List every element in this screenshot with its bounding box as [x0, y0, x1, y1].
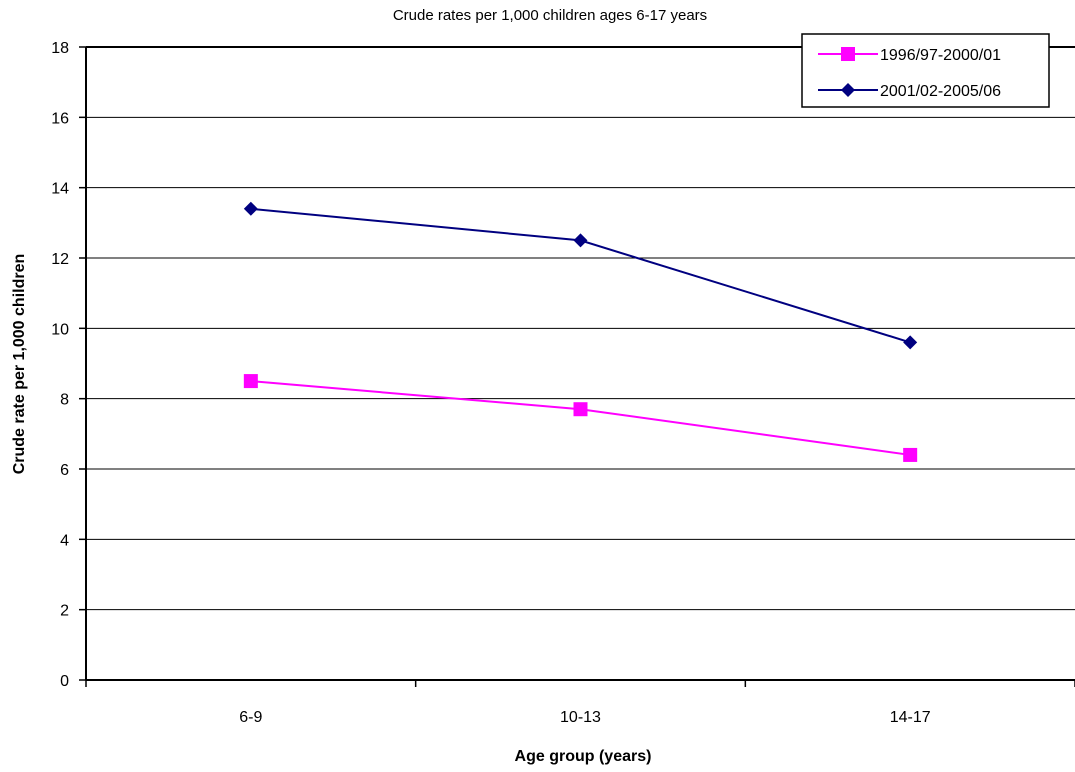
axes — [85, 46, 1075, 681]
data-point — [573, 233, 588, 248]
legend-item: 2001/02-2005/06 — [818, 83, 1001, 100]
y-tick-label: 16 — [51, 110, 69, 127]
data-point — [243, 374, 258, 389]
y-axis-title: Crude rate per 1,000 children — [11, 254, 28, 475]
x-tick-label: 14-17 — [890, 709, 931, 726]
y-tick-label: 8 — [60, 392, 69, 409]
legend-marker — [841, 83, 855, 97]
data-point — [243, 201, 258, 216]
data-point — [573, 402, 588, 417]
y-tick-label: 0 — [60, 673, 69, 690]
x-tick-label: 6-9 — [239, 709, 262, 726]
y-tick-label: 18 — [51, 40, 69, 57]
gridlines — [79, 46, 1075, 681]
series-line — [250, 207, 911, 344]
legend-marker — [841, 47, 855, 61]
y-tick-label: 2 — [60, 603, 69, 620]
legend-label: 1996/97-2000/01 — [880, 47, 1001, 64]
series-2 — [243, 201, 918, 350]
y-tick-label: 4 — [60, 532, 69, 549]
data-point — [903, 447, 918, 462]
legend-label: 2001/02-2005/06 — [880, 83, 1001, 100]
chart-title: Crude rates per 1,000 children ages 6-17… — [393, 7, 707, 24]
y-tick-label: 12 — [51, 251, 69, 268]
x-tick-label: 10-13 — [560, 709, 601, 726]
legend: 1996/97-2000/01 2001/02-2005/06 — [801, 33, 1050, 108]
y-tick-label: 10 — [51, 321, 69, 338]
series-line — [250, 380, 911, 456]
data-point — [903, 335, 918, 350]
x-tick-labels: 6-9 10-13 14-17 — [85, 680, 1075, 726]
y-tick-label: 14 — [51, 181, 69, 198]
x-axis-title: Age group (years) — [515, 748, 652, 765]
series-lines — [243, 201, 918, 462]
y-tick-labels: 0 2 4 6 8 10 12 14 16 18 — [51, 40, 69, 690]
y-tick-label: 6 — [60, 462, 69, 479]
legend-item: 1996/97-2000/01 — [818, 47, 1001, 64]
series-1 — [243, 374, 918, 462]
legend-box — [801, 33, 1050, 108]
